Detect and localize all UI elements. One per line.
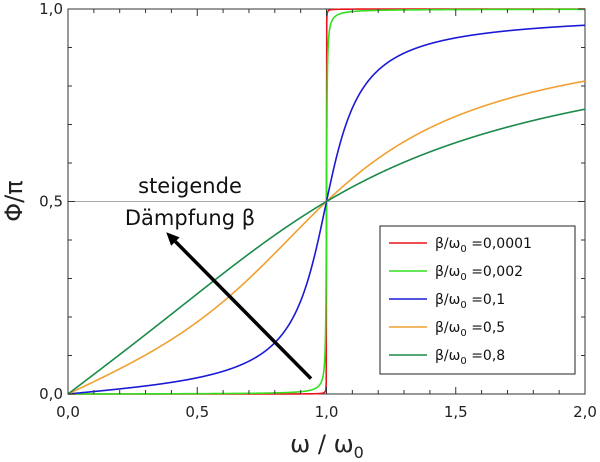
legend-entry-2: β/ω0 =0,1 [435, 292, 505, 311]
legend-entry-value: =0,8 [467, 348, 505, 364]
annotation-line-2: Dämpfung β [125, 206, 255, 230]
annotation-arrow-head [166, 232, 180, 246]
x-tick-label: 2,0 [573, 403, 597, 421]
legend-entry-sub: 0 [460, 244, 466, 255]
x-axis-title: ω / ω0 [290, 430, 364, 462]
legend-entry-main: β/ω [435, 264, 460, 280]
legend-entry-main: β/ω [435, 320, 460, 336]
damping-annotation: steigende Dämpfung β [125, 174, 313, 380]
x-tick-label: 0,5 [185, 403, 209, 421]
legend-entry-3: β/ω0 =0,5 [435, 320, 505, 339]
annotation-line-1: steigende [138, 174, 242, 198]
legend-entry-value: =0,1 [467, 292, 505, 308]
legend-entry-sub: 0 [460, 300, 466, 311]
axis-ticks [67, 8, 586, 395]
legend-entry-value: =0,002 [467, 264, 523, 280]
legend-entry-main: β/ω [435, 348, 460, 364]
legend-entry-4: β/ω0 =0,8 [435, 348, 505, 367]
legend-entry-sub: 0 [460, 272, 466, 283]
tick-labels: 0,0 0,5 1,0 1,5 2,0 0,0 0,5 1,0 [39, 0, 597, 421]
legend-entry-main: β/ω [435, 292, 460, 308]
x-tick-label: 0,0 [56, 403, 80, 421]
legend-entry-value: =0,0001 [467, 236, 532, 252]
legend-entry-0: β/ω0 =0,0001 [435, 236, 532, 255]
y-tick-label: 1,0 [39, 0, 63, 18]
legend-entry-sub: 0 [460, 356, 466, 367]
annotation-arrow-shaft [174, 240, 313, 380]
legend-entry-sub: 0 [460, 328, 466, 339]
legend-box [379, 225, 576, 375]
y-axis-title: Φ/π [0, 180, 28, 221]
legend-entry-value: =0,5 [467, 320, 505, 336]
y-tick-label: 0,5 [39, 193, 63, 211]
x-tick-label: 1,0 [315, 403, 339, 421]
series-line-4 [67, 108, 586, 395]
series-curves [67, 8, 586, 395]
legend-entry-main: β/ω [435, 236, 460, 252]
x-tick-label: 1,5 [444, 403, 468, 421]
y-tick-label: 0,0 [39, 385, 63, 403]
legend-entry-1: β/ω0 =0,002 [435, 264, 523, 283]
